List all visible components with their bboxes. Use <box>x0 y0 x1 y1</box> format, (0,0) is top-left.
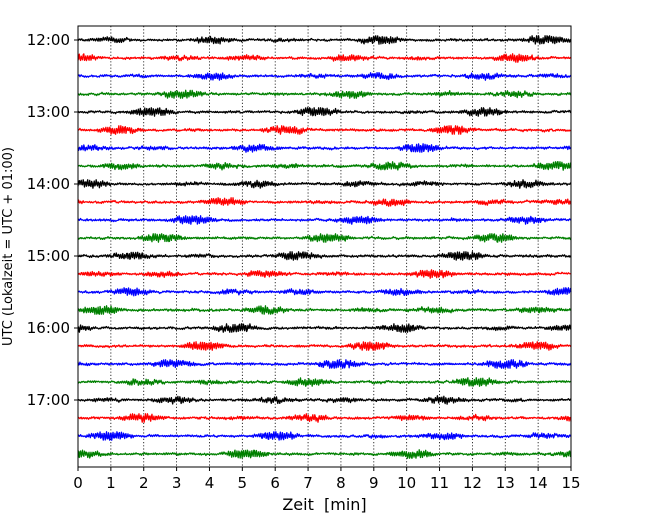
trace-15 <box>77 305 572 315</box>
trace-20 <box>77 395 572 405</box>
trace-18 <box>77 359 572 369</box>
y-tick-label-2: 14:00 <box>27 175 70 193</box>
trace-22 <box>77 431 572 441</box>
x-tick-label-3: 3 <box>172 474 182 492</box>
trace-5 <box>77 125 572 135</box>
x-tick-label-14: 14 <box>529 474 548 492</box>
trace-17 <box>77 341 572 351</box>
plot-frame <box>77 25 572 468</box>
x-tick-label-9: 9 <box>369 474 379 492</box>
y-tick-label-0: 12:00 <box>27 31 70 49</box>
trace-8 <box>77 179 572 189</box>
y-tick-label-4: 16:00 <box>27 319 70 337</box>
x-axis-ticks: 0 1 2 3 4 5 6 7 8 9 10 11 12 13 14 15 <box>73 467 581 492</box>
trace-2 <box>77 71 572 81</box>
y-tick-label-1: 13:00 <box>27 103 70 121</box>
x-tick-label-7: 7 <box>303 474 313 492</box>
x-tick-label-11: 11 <box>430 474 449 492</box>
x-tick-label-13: 13 <box>496 474 515 492</box>
trace-21 <box>77 413 572 423</box>
x-tick-label-0: 0 <box>73 474 83 492</box>
x-tick-label-10: 10 <box>397 474 416 492</box>
x-tick-label-12: 12 <box>463 474 482 492</box>
y-axis-label: UTC (Lokalzeit = UTC + 01:00) <box>1 147 16 346</box>
trace-7 <box>77 161 572 171</box>
x-tick-label-4: 4 <box>205 474 215 492</box>
trace-13 <box>77 269 571 279</box>
trace-10 <box>77 215 572 225</box>
y-tick-label-5: 17:00 <box>27 391 70 409</box>
x-tick-label-2: 2 <box>139 474 149 492</box>
trace-19 <box>77 377 572 387</box>
trace-23 <box>77 449 572 459</box>
y-tick-label-3: 15:00 <box>27 247 70 265</box>
trace-6 <box>77 143 572 153</box>
trace-1 <box>77 53 572 63</box>
x-tick-label-1: 1 <box>106 474 116 492</box>
x-tick-label-15: 15 <box>561 474 580 492</box>
trace-11 <box>77 233 572 243</box>
trace-9 <box>77 197 572 207</box>
trace-12 <box>77 251 572 261</box>
x-tick-label-5: 5 <box>238 474 248 492</box>
seismic-traces <box>77 35 572 459</box>
x-tick-label-6: 6 <box>270 474 280 492</box>
x-axis-label: Zeit [min] <box>282 495 366 514</box>
trace-14 <box>77 287 572 297</box>
trace-0 <box>77 35 572 45</box>
trace-4 <box>77 107 572 117</box>
trace-3 <box>77 89 572 99</box>
x-tick-label-8: 8 <box>336 474 346 492</box>
y-axis-ticks: 12:00 13:00 14:00 15:00 16:00 17:00 <box>27 31 78 409</box>
trace-16 <box>77 323 572 333</box>
